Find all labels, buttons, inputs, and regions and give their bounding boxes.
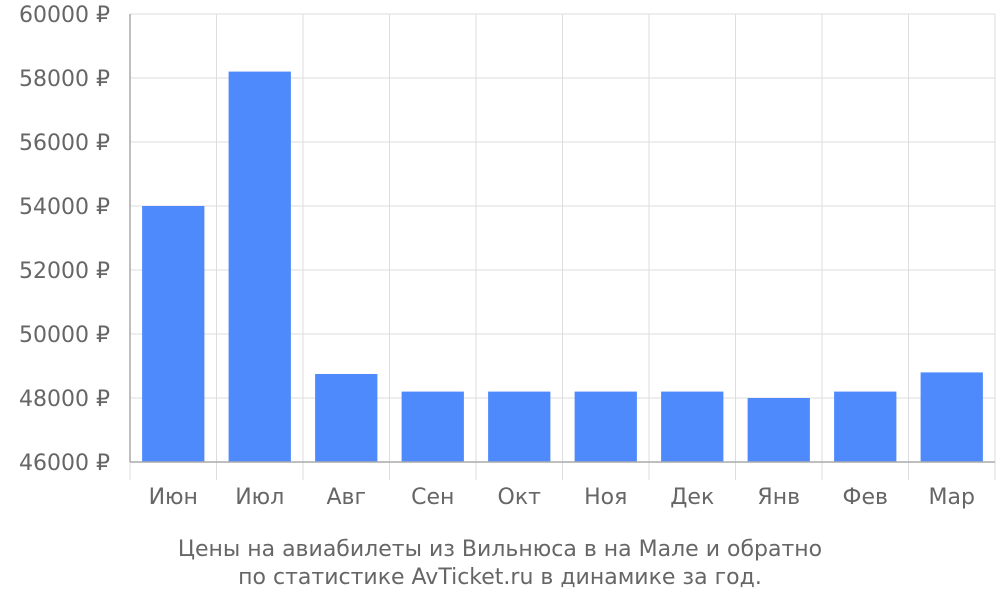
bar-7 — [661, 391, 724, 462]
x-axis-tick-labels: Июн Июл Авг Сен Окт Ноя Дек Янв Фев Мар — [149, 485, 975, 510]
bar-8 — [747, 398, 810, 462]
chart-caption: Цены на авиабилеты из Вильнюса в на Мале… — [178, 537, 822, 590]
x-tick-label: Июл — [235, 485, 284, 510]
y-tick-label: 52000 ₽ — [19, 259, 110, 284]
bar-4 — [401, 391, 464, 462]
chart-axes — [129, 14, 995, 463]
caption-line-2: по статистике AvTicket.ru в динамике за … — [238, 565, 762, 590]
bar-2 — [228, 71, 291, 462]
x-tick-label: Фев — [843, 485, 888, 510]
bar-1 — [142, 206, 205, 462]
bar-10 — [920, 372, 983, 462]
x-tick-label: Авг — [326, 485, 366, 510]
y-tick-label: 46000 ₽ — [19, 451, 110, 476]
x-tick-label: Ноя — [584, 485, 627, 510]
bar-series — [142, 71, 983, 462]
y-tick-label: 58000 ₽ — [19, 67, 110, 92]
bar-3 — [315, 374, 378, 462]
y-tick-label: 60000 ₽ — [19, 3, 110, 28]
y-tick-label: 56000 ₽ — [19, 131, 110, 156]
bar-9 — [834, 391, 897, 462]
x-tick-label: Июн — [149, 485, 198, 510]
y-tick-label: 50000 ₽ — [19, 323, 110, 348]
x-tick-label: Янв — [757, 485, 800, 510]
y-tick-label: 54000 ₽ — [19, 195, 110, 220]
y-tick-label: 48000 ₽ — [19, 387, 110, 412]
x-tick-label: Дек — [670, 485, 714, 510]
x-tick-label: Сен — [411, 485, 454, 510]
y-axis-tick-labels: 46000 ₽ 48000 ₽ 50000 ₽ 52000 ₽ 54000 ₽ 56000… — [19, 3, 110, 476]
bar-6 — [574, 391, 637, 462]
vertical-gridlines — [129, 14, 996, 480]
x-tick-label: Мар — [929, 485, 975, 510]
bar-5 — [488, 391, 551, 462]
caption-line-1: Цены на авиабилеты из Вильнюса в на Мале… — [178, 537, 822, 562]
x-tick-label: Окт — [498, 485, 542, 510]
